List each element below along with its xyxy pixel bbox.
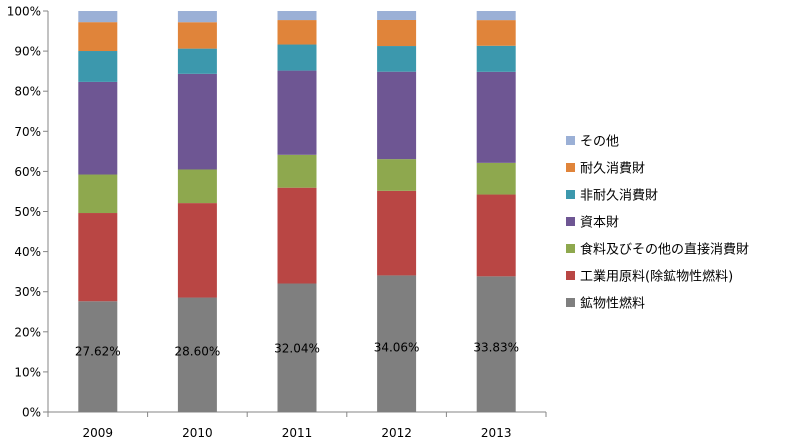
bars (78, 11, 516, 412)
bar-segment (177, 297, 217, 412)
x-tick-label: 2012 (381, 426, 412, 440)
data-labels: 27.62% 28.60% 32.04% 34.06% 33.83% (75, 341, 519, 359)
bar-segment (377, 71, 417, 160)
bar-segment (377, 159, 417, 191)
legend-swatch (566, 244, 575, 253)
data-label: 32.04% (274, 342, 320, 356)
bar-segment (377, 190, 417, 276)
y-tick-label: 80% (14, 85, 41, 99)
y-tick-label: 40% (14, 245, 41, 259)
x-tick-label: 2011 (282, 426, 313, 440)
legend-swatch (566, 271, 575, 280)
legend-swatch (566, 136, 575, 145)
bar-segment (177, 22, 217, 49)
bar-segment (476, 276, 516, 412)
legend-label: 食料及びその他の直接消費財 (580, 242, 749, 258)
bar-segment (277, 187, 317, 284)
legend-label: 資本財 (580, 216, 619, 231)
y-tick-label: 70% (14, 125, 41, 139)
bar-segment (277, 283, 317, 412)
x-tick-label: 2013 (481, 426, 512, 440)
bar-segment (177, 169, 217, 204)
bar-segment (476, 45, 516, 72)
legend-label: 工業用原料(除鉱物性燃料) (580, 269, 733, 285)
legend-swatch (566, 217, 575, 226)
legend-label: 耐久消費財 (580, 162, 645, 177)
y-tick-label: 50% (14, 205, 41, 219)
y-tick-label: 30% (14, 285, 41, 299)
x-tick-label: 2010 (182, 426, 213, 440)
bar-segment (377, 19, 417, 47)
bar-segment (78, 213, 118, 302)
bar-segment (277, 11, 317, 21)
bar-segment (377, 275, 417, 412)
y-tick-label: 60% (14, 165, 41, 179)
bar-segment (476, 194, 516, 277)
bar-segment (277, 20, 317, 45)
bar-segment (377, 46, 417, 72)
bar-segment (177, 203, 217, 298)
bar-segment (78, 301, 118, 412)
bar-segment (177, 11, 217, 23)
bar-segment (78, 174, 118, 214)
y-tick-label: 0% (22, 406, 41, 420)
x-tick-label: 2009 (83, 426, 114, 440)
bar-segment (177, 48, 217, 74)
y-tick-label: 10% (14, 365, 41, 379)
data-label: 28.60% (175, 345, 221, 359)
y-tick-label: 100% (7, 5, 41, 19)
bar-segment (277, 70, 317, 155)
legend-swatch (566, 298, 575, 307)
legend-label: その他 (580, 135, 619, 150)
bar-segment (476, 11, 516, 21)
bar-segment (377, 11, 417, 20)
legend-swatch (566, 163, 575, 172)
bar-segment (78, 11, 118, 23)
bar-segment (78, 51, 118, 82)
legend: その他耐久消費財非耐久消費財資本財食料及びその他の直接消費財工業用原料(除鉱物性… (566, 135, 749, 312)
y-tick-label: 20% (14, 325, 41, 339)
data-label: 34.06% (374, 341, 420, 355)
bar-segment (476, 71, 516, 163)
bar-segment (177, 73, 217, 170)
bar-segment (277, 44, 317, 71)
data-label: 33.83% (473, 341, 519, 355)
bar-segment (277, 154, 317, 188)
axes: 0% 10% 20% 30% 40% 50% 60% 70% 80% 90% 100% 2009 201… (7, 5, 547, 440)
bar-segment (476, 20, 516, 46)
legend-label: 鉱物性燃料 (580, 296, 645, 312)
bar-segment (78, 81, 118, 175)
bar-segment (476, 162, 516, 195)
legend-label: 非耐久消費財 (580, 189, 658, 204)
legend-swatch (566, 190, 575, 199)
y-tick-label: 90% (14, 45, 41, 59)
data-label: 27.62% (75, 345, 121, 359)
bar-segment (78, 22, 118, 52)
